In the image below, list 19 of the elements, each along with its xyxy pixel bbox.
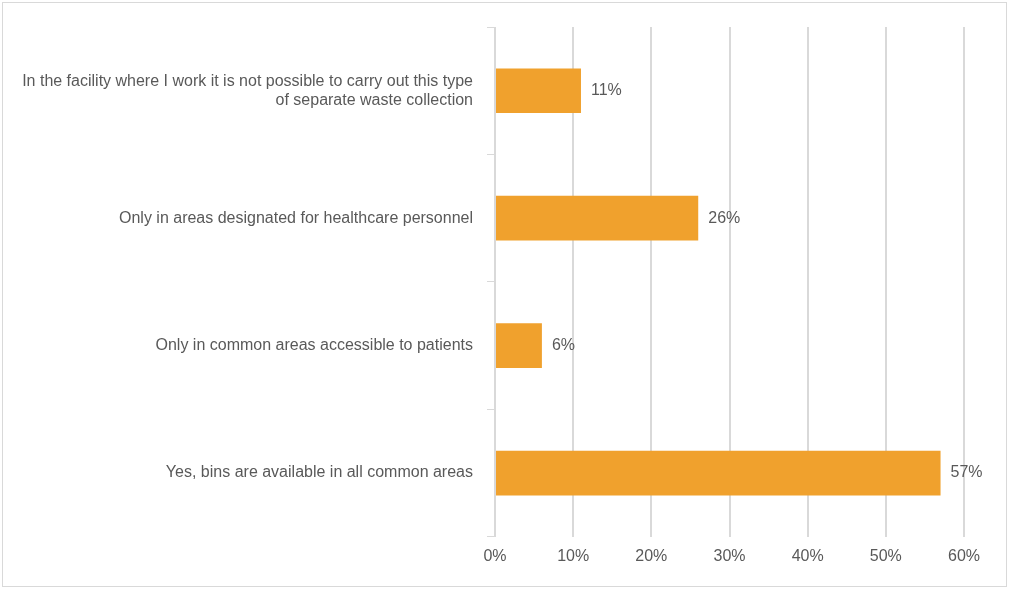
y-tick-label: In the facility where I work it is not possible to carry out this type of separate waste collection: [22, 71, 474, 108]
bar: [496, 323, 542, 368]
y-tick-label: Only in areas designated for healthcare personnel: [119, 208, 473, 226]
data-label: 11%: [590, 81, 622, 99]
data-label: 26%: [708, 208, 741, 226]
bar: [496, 68, 581, 114]
y-tick-label: Only in common areas accessible to patients: [155, 336, 473, 354]
x-tick-label: 50%: [869, 546, 902, 564]
x-tick-label: 20%: [635, 546, 668, 564]
bar: [496, 195, 699, 241]
x-tick-label: 40%: [791, 546, 824, 564]
x-tick-label: 0%: [483, 546, 507, 564]
data-label: 57%: [950, 463, 983, 481]
y-tick-label: Yes, bins are available in all common areas: [165, 463, 473, 481]
data-label: 6%: [551, 336, 576, 354]
x-tick-label: 60%: [947, 546, 981, 564]
x-tick-label: 30%: [713, 546, 746, 564]
bar: [496, 450, 941, 496]
x-tick-label: 10%: [557, 546, 590, 564]
